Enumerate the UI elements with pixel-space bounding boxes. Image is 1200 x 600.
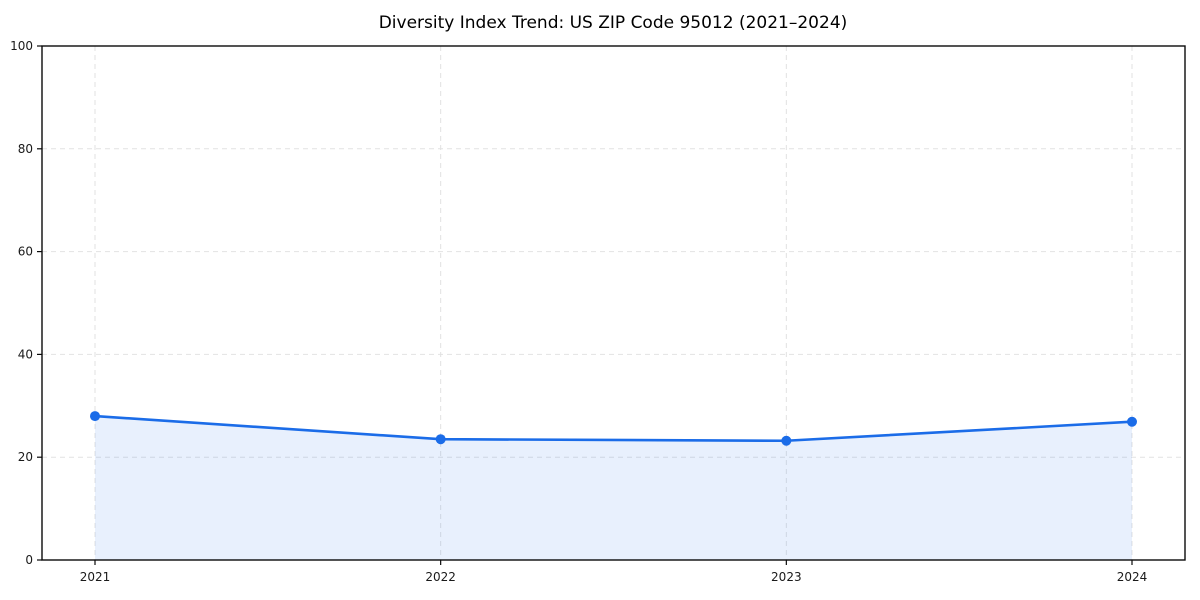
plot-spines xyxy=(41,45,1186,561)
x-tick-label: 2024 xyxy=(1117,570,1148,584)
y-tick-label: 20 xyxy=(18,450,33,464)
y-tick-label: 0 xyxy=(25,553,33,567)
axes-layer: 0 20 40 60 80 100 2021 2022 2023 2024 xyxy=(10,39,1186,584)
data-point-2023 xyxy=(781,435,792,446)
grid-layer xyxy=(42,45,1185,561)
chart-title: Diversity Index Trend: US ZIP Code 95012… xyxy=(379,13,848,33)
data-point-2021 xyxy=(90,411,100,422)
trend-line xyxy=(93,414,1134,443)
y-tick-label: 80 xyxy=(18,142,33,156)
y-tick-label: 40 xyxy=(18,347,33,361)
x-tick-label: 2023 xyxy=(771,570,802,584)
x-tick-label: 2021 xyxy=(80,570,111,584)
y-tick-label: 100 xyxy=(10,39,33,53)
y-tick-label: 60 xyxy=(18,245,33,259)
series-layer xyxy=(90,411,1137,560)
data-point-2024 xyxy=(1127,416,1137,427)
area-fill xyxy=(95,416,1132,560)
x-tick-label: 2022 xyxy=(425,570,456,584)
data-point-2022 xyxy=(435,434,446,445)
